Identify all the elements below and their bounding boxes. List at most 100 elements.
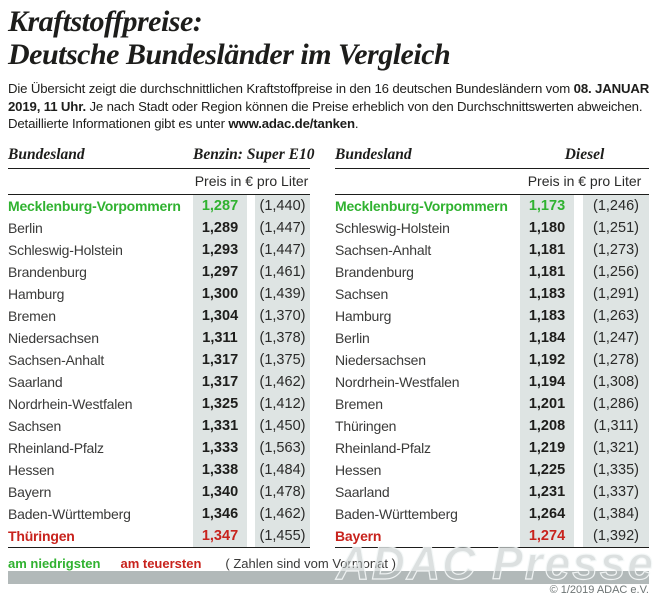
intro-text: Die Übersicht zeigt die durchschnittlich… [8,80,654,133]
current-price: 1,317 [193,348,247,371]
table-row: Saarland 1,231 (1,337) [335,480,649,503]
intro-date: 08. JANUAR 2019, 11 Uhr. [8,81,650,114]
state-name: Mecklenburg-Vorpommern [8,197,181,214]
state-name: Baden-Württemberg [335,505,458,522]
state-name: Bremen [335,395,383,412]
state-name: Thüringen [335,417,397,434]
benzin-table-body: Mecklenburg-Vorpommern 1,287 (1,440) Berlin… [8,194,310,548]
table-row: Bremen 1,304 (1,370) [8,304,310,327]
intro-part3: . [354,116,359,132]
legend-highest-label: am teuersten [120,555,202,571]
state-name: Baden-Württemberg [8,505,131,522]
diesel-table-body: Mecklenburg-Vorpommern 1,173 (1,246) Schles… [335,194,649,548]
previous-month-price: (1,291) [583,282,649,305]
previous-month-price: (1,462) [255,502,310,525]
table-row: Hamburg 1,300 (1,439) [8,282,310,305]
current-price: 1,325 [193,392,247,415]
table-row: Rheinland-Pfalz 1,219 (1,321) [335,436,649,459]
table-row: Hessen 1,225 (1,335) [335,458,649,481]
table-row: Bayern 1,340 (1,478) [8,480,310,503]
state-name: Saarland [8,373,63,390]
table-row: Thüringen 1,347 (1,455) [8,524,310,547]
current-price: 1,347 [193,524,247,547]
page-title: Kraftstoffpreise: Deutsche Bundesländer … [8,5,651,71]
state-name: Nordrhein-Westfalen [335,373,460,390]
table-row: Mecklenburg-Vorpommern 1,287 (1,440) [8,194,310,217]
state-name: Niedersachsen [335,351,426,368]
previous-month-price: (1,278) [583,348,649,371]
state-name: Bremen [8,307,56,324]
previous-month-price: (1,440) [255,194,310,217]
previous-month-price: (1,462) [255,370,310,393]
current-price: 1,183 [520,282,574,305]
current-price: 1,201 [520,392,574,415]
state-name: Mecklenburg-Vorpommern [335,197,508,214]
previous-month-price: (1,321) [583,436,649,459]
table-row: Nordrhein-Westfalen 1,194 (1,308) [335,370,649,393]
state-name: Bayern [8,483,52,500]
state-name: Brandenburg [8,263,87,280]
state-name: Berlin [335,329,370,346]
price-unit-label: Preis in € pro Liter [194,172,309,189]
previous-month-price: (1,378) [255,326,310,349]
current-price: 1,297 [193,260,247,283]
current-price: 1,180 [520,216,574,239]
state-name: Niedersachsen [8,329,99,346]
current-price: 1,333 [193,436,247,459]
state-name: Schleswig-Holstein [335,219,450,236]
previous-month-price: (1,251) [583,216,649,239]
previous-month-price: (1,455) [255,524,310,547]
table-row: Baden-Württemberg 1,264 (1,384) [335,502,649,525]
column-header-bundesland: Bundesland [335,145,412,163]
legend-lowest-label: am niedrigsten [8,555,101,571]
table-row: Sachsen-Anhalt 1,181 (1,273) [335,238,649,261]
state-name: Nordrhein-Westfalen [8,395,133,412]
table-row: Berlin 1,184 (1,247) [335,326,649,349]
benzin-table-header: Bundesland Benzin: Super E10 [8,145,315,169]
previous-month-price: (1,370) [255,304,310,327]
diesel-table-header: Bundesland Diesel [335,146,649,169]
previous-month-price: (1,447) [255,216,310,239]
previous-month-price: (1,337) [583,480,649,503]
current-price: 1,173 [520,194,574,217]
state-name: Sachsen [335,285,389,302]
bottom-bar [8,571,649,584]
legend: am niedrigsten am teuersten ( Zahlen sin… [8,556,651,571]
current-price: 1,289 [193,216,247,239]
table-row: Niedersachsen 1,311 (1,378) [8,326,310,349]
table-row: Niedersachsen 1,192 (1,278) [335,348,649,371]
diesel-table-subheader: Preis in € pro Liter [335,169,649,195]
table-row: Brandenburg 1,181 (1,256) [335,260,649,283]
current-price: 1,304 [193,304,247,327]
column-header-fuel-benzin: Benzin: Super E10 [193,145,315,163]
table-row: Sachsen-Anhalt 1,317 (1,375) [8,348,310,371]
state-name: Brandenburg [335,263,414,280]
table-row: Sachsen 1,183 (1,291) [335,282,649,305]
copyright-text: © 1/2019 ADAC e.V. [549,584,649,596]
state-name: Rheinland-Pfalz [335,439,431,456]
table-row: Berlin 1,289 (1,447) [8,216,310,239]
intro-part2: Je nach Stadt oder Region können die Pre… [8,98,643,132]
table-row: Mecklenburg-Vorpommern 1,173 (1,246) [335,194,649,217]
previous-month-price: (1,286) [583,392,649,415]
current-price: 1,219 [520,436,574,459]
state-name: Berlin [8,219,43,236]
current-price: 1,231 [520,480,574,503]
intro-url-link[interactable]: www.adac.de/tanken [228,116,355,132]
previous-month-price: (1,263) [583,304,649,327]
current-price: 1,293 [193,238,247,261]
previous-month-price: (1,484) [255,458,310,481]
previous-month-price: (1,461) [255,260,310,283]
previous-month-price: (1,392) [583,524,649,547]
current-price: 1,346 [193,502,247,525]
previous-month-price: (1,247) [583,326,649,349]
current-price: 1,274 [520,524,574,547]
current-price: 1,300 [193,282,247,305]
current-price: 1,208 [520,414,574,437]
table-row: Hessen 1,338 (1,484) [8,458,310,481]
current-price: 1,181 [520,238,574,261]
current-price: 1,287 [193,194,247,217]
page-title-line1: Kraftstoffpreise: [8,5,203,38]
table-row: Rheinland-Pfalz 1,333 (1,563) [8,436,310,459]
